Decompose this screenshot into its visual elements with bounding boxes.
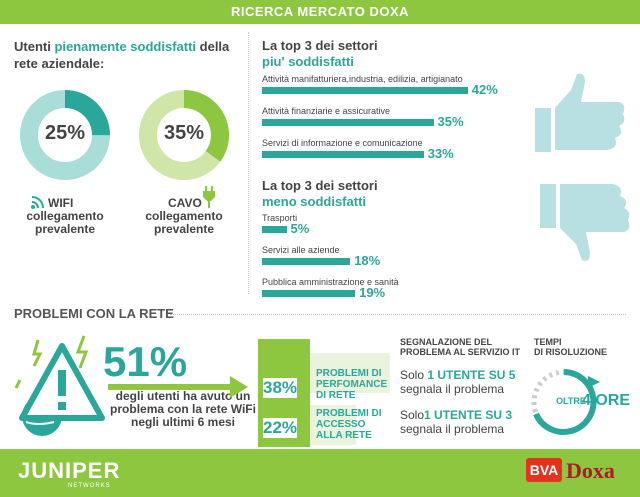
top-sectors-heading: La top 3 dei settori piu' soddisfatti	[262, 38, 378, 70]
cavo-caption-line1: collegamento	[145, 209, 223, 223]
heading-post: della rete aziendale:	[14, 39, 230, 71]
bottom-sector-bar-0	[262, 226, 287, 233]
problem-rate-value: 51%	[103, 338, 188, 385]
problem-rate-description: degli utenti ha avuto un problema con la…	[110, 389, 256, 429]
time-small: OLTRE	[556, 396, 586, 406]
access-label-line1: PROBLEMI DI	[316, 408, 382, 419]
problems-title: PROBLEMI CON LA RETE	[14, 306, 174, 321]
time-heading-line2: DI RISOLUZIONE	[534, 347, 608, 357]
bottom-sector-label-0: Trasporti	[262, 213, 298, 223]
access-bar	[310, 405, 357, 445]
top-sectors-heading-highlight: piu' soddisfatti	[262, 54, 354, 69]
top-sectors-heading-text: La top 3 dei settori	[262, 38, 378, 53]
bottom-sectors-heading-text: La top 3 dei settori	[262, 178, 378, 193]
cavo-value: 35%	[163, 122, 205, 144]
header-bar: RICERCA MERCATO DOXA	[0, 0, 640, 24]
top-sector-value-0: 42%	[471, 82, 498, 97]
signal-access-pre: Solo	[400, 408, 425, 422]
section-separator	[170, 314, 626, 315]
wifi-caption-line1: collegamento	[26, 209, 104, 223]
lightning-icon	[75, 335, 89, 369]
signal-perf: Solo 1 UTENTE SU 5 segnala il problema	[400, 368, 515, 396]
access-label-line3: ALLA RETE	[316, 430, 372, 441]
top-sector-value-2: 33%	[427, 146, 454, 161]
signal-access-highlight: 1 UTENTE SU 3	[424, 408, 513, 422]
bottom-sectors-heading: La top 3 dei settori meno soddisfatti	[262, 178, 378, 210]
heading-pre: Utenti	[14, 39, 55, 54]
heading-highlight: pienamente soddisfatti	[54, 39, 197, 54]
cavo-caption-line2: prevalente	[153, 222, 215, 236]
wifi-value: 25%	[44, 122, 86, 144]
wifi-caption-line2: prevalente	[34, 222, 96, 236]
top-sector-bar-2	[262, 151, 424, 158]
perf-label-line1: PROBLEMI DI	[316, 368, 382, 379]
clock-icon	[531, 369, 600, 435]
wifi-donut	[20, 90, 110, 180]
bottom-sector-bar-2	[262, 290, 356, 297]
wifi-icon	[31, 196, 44, 209]
top-sector-value-1: 35%	[437, 114, 464, 129]
access-pct: 22%	[263, 418, 298, 438]
cable-plug-icon	[203, 186, 215, 208]
signal-perf-post: segnala il problema	[400, 382, 505, 396]
problems-mini-chart	[310, 353, 390, 445]
signal-heading: SEGNALAZIONE DEL PROBLEMA AL SERVIZIO IT	[400, 337, 520, 357]
top-sector-label-1: Attività finanziarie e assicurative	[262, 106, 391, 116]
juniper-logo-sub: NETWORKS	[68, 483, 111, 489]
signal-access: Solo1 UTENTE SU 3 segnala il problema	[400, 408, 512, 436]
perf-pct: 38%	[263, 378, 298, 398]
top-sector-bar-1	[262, 119, 434, 126]
bottom-sector-value-0: 5%	[290, 221, 310, 236]
bottom-sector-value-2: 19%	[359, 285, 386, 300]
perf-label-line2: PERFOMANCE	[316, 379, 388, 390]
satisfaction-heading: Utenti pienamente soddisfatti della rete…	[14, 38, 244, 72]
cavo-donut-slice	[139, 90, 229, 180]
time-heading: TEMPI DI RISOLUZIONE	[534, 337, 607, 357]
access-label-line2: ACCESSO	[316, 419, 366, 430]
signal-heading-line1: SEGNALAZIONE DEL	[400, 337, 493, 347]
wifi-title: WIFI	[48, 196, 74, 210]
signal-perf-highlight: 1 UTENTE SU 5	[427, 368, 516, 382]
thumbs-down-icon	[540, 184, 630, 261]
warning-illustration	[14, 335, 105, 436]
bottom-sector-label-1: Servizi alle aziende	[262, 245, 340, 255]
bva-logo: BVA	[526, 458, 562, 482]
perf-label: PROBLEMI DI PERFOMANCE DI RETE	[316, 368, 387, 401]
bottom-sector-label-2: Pubblica amministrazione e sanità	[262, 277, 399, 287]
bottom-sector-bar-1	[262, 258, 351, 265]
time-big: 4 ORE	[582, 392, 631, 409]
cavo-title: CAVO	[168, 196, 202, 210]
access-label: PROBLEMI DI ACCESSO ALLA RETE	[316, 408, 382, 441]
signal-access-post: segnala il problema	[400, 422, 505, 436]
top-sector-bar-0	[262, 87, 468, 94]
bottom-sectors-heading-highlight: meno soddisfatti	[262, 194, 367, 209]
bottom-sector-value-1: 18%	[354, 253, 381, 268]
perf-bar	[310, 353, 390, 393]
thumbs-up-icon	[535, 73, 625, 152]
top-sector-label-0: Attività manifatturiera,industria, edili…	[262, 74, 463, 84]
top-sector-label-2: Servizi di informazione e comunicazione	[262, 138, 423, 148]
perf-label-line3: DI RETE	[316, 390, 356, 401]
juniper-logo: JUNIPER	[18, 458, 121, 483]
signal-heading-line2: PROBLEMA AL SERVIZIO IT	[400, 347, 521, 357]
time-heading-line1: TEMPI	[534, 337, 562, 347]
cavo-donut	[139, 90, 229, 180]
doxa-logo: Doxa	[566, 458, 615, 483]
signal-perf-pre: Solo	[400, 368, 428, 382]
page-title: RICERCA MERCATO DOXA	[230, 4, 410, 19]
arrow-icon	[108, 376, 248, 398]
vertical-divider	[248, 32, 249, 294]
wifi-donut-slice	[20, 90, 110, 180]
